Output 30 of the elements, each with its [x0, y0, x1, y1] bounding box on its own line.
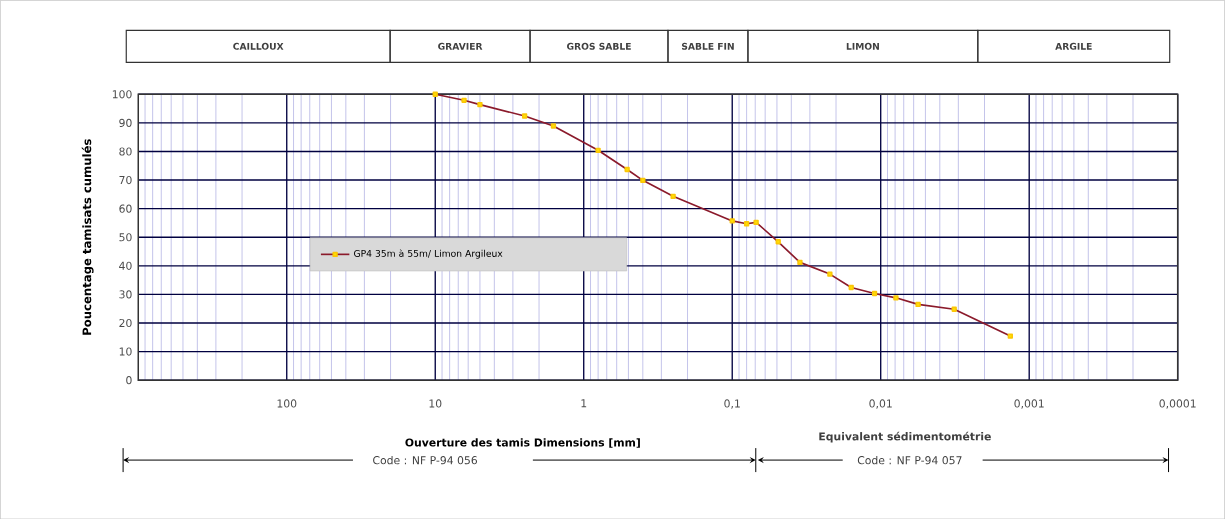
- text: Code : NF P-94 057: [857, 455, 962, 465]
- x-tick-label: 0,1: [724, 399, 740, 409]
- y-tick-label: 0: [126, 375, 132, 385]
- y-tick-label: 80: [119, 147, 132, 156]
- x-tick-label: 100: [277, 399, 297, 408]
- y-tick-label: 20: [119, 318, 132, 327]
- x-tick-label: 0,0001: [1159, 399, 1196, 409]
- y-tick-label: 30: [119, 290, 132, 299]
- x-tick-label: 0,01: [869, 399, 892, 409]
- y-tick-label: 70: [119, 175, 132, 184]
- text: CAILLOUX: [233, 42, 284, 50]
- text: GRAVIER: [438, 42, 483, 50]
- y-tick-label: 50: [119, 232, 132, 242]
- x-tick-label: 0,001: [1014, 399, 1044, 409]
- text: ARGILE: [1055, 42, 1092, 50]
- x-axis-title: Ouverture des tamis Dimensions [mm]: [405, 438, 640, 448]
- y-tick-label: 60: [119, 204, 132, 213]
- legend-label: GP4 35m à 55m/ Limon Argileux: [354, 249, 503, 259]
- y-tick-label: 10: [119, 347, 132, 356]
- text: SABLE FIN: [681, 42, 734, 50]
- text: GROS SABLE: [567, 42, 631, 50]
- text: Equivalent sédimentométrie: [819, 431, 991, 443]
- x-tick-label: 1: [581, 399, 587, 408]
- y-tick-label: 90: [119, 118, 132, 127]
- y-tick-label: 40: [119, 261, 132, 270]
- x-tick-label: 10: [429, 399, 442, 408]
- text: LIMON: [846, 42, 879, 50]
- text: Code : NF P-94 056: [373, 455, 478, 465]
- y-tick-label: 100: [112, 90, 132, 99]
- y-axis-title: Poucentage tamisats cumulés: [81, 138, 94, 335]
